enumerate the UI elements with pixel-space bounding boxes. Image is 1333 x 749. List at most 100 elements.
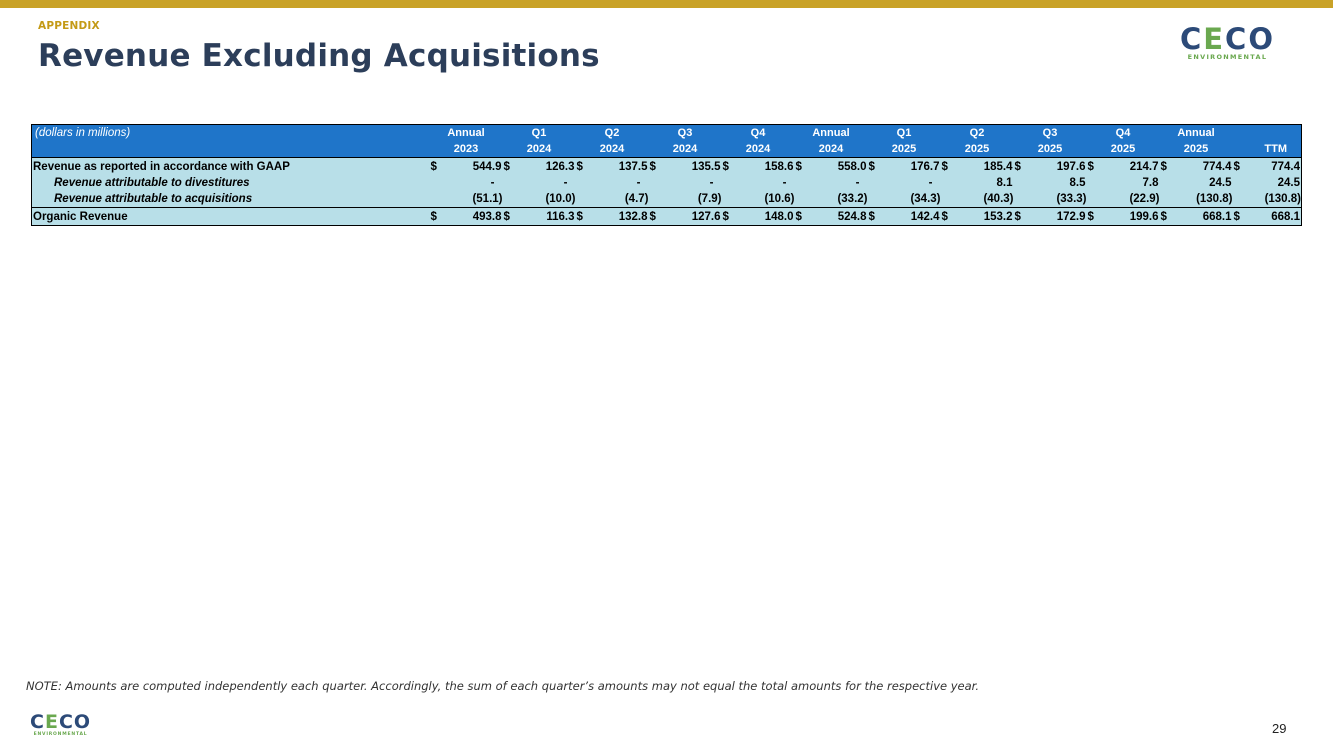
currency-symbol xyxy=(794,191,811,208)
currency-symbol: $ xyxy=(1232,207,1249,226)
cell-value: (34.3) xyxy=(883,191,941,208)
column-header-period: Annual xyxy=(429,124,503,141)
row-label: Revenue attributable to divestitures xyxy=(31,175,430,191)
currency-symbol xyxy=(867,175,884,191)
table-header-row: (dollars in millions) Annual Q1 Q2 Q3 Q4 Annua… xyxy=(31,124,1302,141)
column-header-period: Q1 xyxy=(867,124,941,141)
cell-value: - xyxy=(518,175,576,191)
currency-symbol xyxy=(940,175,957,191)
currency-symbol xyxy=(1232,175,1249,191)
cell-value: 126.3 xyxy=(518,157,576,175)
currency-symbol: $ xyxy=(429,157,446,175)
currency-symbol: $ xyxy=(721,157,738,175)
currency-symbol xyxy=(940,191,957,208)
currency-symbol: $ xyxy=(502,207,519,226)
cell-value: 774.4 xyxy=(1175,157,1233,175)
currency-symbol xyxy=(429,175,446,191)
currency-symbol xyxy=(794,175,811,191)
table-row: Organic Revenue $493.8 $116.3 $132.8 $127.6 $… xyxy=(31,207,1302,226)
cell-value: - xyxy=(664,175,722,191)
currency-symbol xyxy=(575,191,592,208)
cell-value: 132.8 xyxy=(591,207,649,226)
currency-symbol xyxy=(721,191,738,208)
column-header-period: Q2 xyxy=(940,124,1014,141)
currency-symbol: $ xyxy=(867,207,884,226)
cell-value: 24.5 xyxy=(1175,175,1233,191)
currency-symbol xyxy=(1013,175,1030,191)
currency-symbol: $ xyxy=(1232,157,1249,175)
revenue-table-container: (dollars in millions) Annual Q1 Q2 Q3 Q4 Annua… xyxy=(31,124,1302,226)
currency-symbol xyxy=(1232,191,1249,208)
currency-symbol: $ xyxy=(1086,157,1103,175)
cell-value: - xyxy=(810,175,868,191)
column-header-year: 2024 xyxy=(794,141,868,158)
cell-value: (10.6) xyxy=(737,191,795,208)
table-row: Revenue attributable to acquisitions (51.… xyxy=(31,191,1302,208)
cell-value: (4.7) xyxy=(591,191,649,208)
currency-symbol xyxy=(1086,175,1103,191)
cell-value: 172.9 xyxy=(1029,207,1087,226)
column-header-period: Q4 xyxy=(1086,124,1160,141)
top-accent-bar xyxy=(0,0,1333,8)
cell-value: 7.8 xyxy=(1102,175,1160,191)
cell-value: 774.4 xyxy=(1248,157,1302,175)
currency-symbol: $ xyxy=(575,207,592,226)
table-row: Revenue attributable to divestitures - - - -… xyxy=(31,175,1302,191)
revenue-table: (dollars in millions) Annual Q1 Q2 Q3 Q4 Annua… xyxy=(31,124,1302,226)
currency-symbol: $ xyxy=(940,207,957,226)
section-label: APPENDIX xyxy=(38,20,100,32)
cell-value: (7.9) xyxy=(664,191,722,208)
cell-value: 135.5 xyxy=(664,157,722,175)
header-spacer xyxy=(31,141,430,158)
column-header-year: 2024 xyxy=(575,141,649,158)
currency-symbol: $ xyxy=(502,157,519,175)
column-header-year: TTM xyxy=(1232,141,1302,158)
cell-value: - xyxy=(883,175,941,191)
currency-symbol: $ xyxy=(648,207,665,226)
column-header-year: 2025 xyxy=(1159,141,1233,158)
cell-value: 8.5 xyxy=(1029,175,1087,191)
page-title: Revenue Excluding Acquisitions xyxy=(38,38,600,74)
cell-value: (130.8) xyxy=(1248,191,1302,208)
company-logo: CECO ENVIRONMENTAL xyxy=(1180,24,1275,61)
cell-value: 137.5 xyxy=(591,157,649,175)
cell-value: 199.6 xyxy=(1102,207,1160,226)
currency-symbol xyxy=(1159,191,1176,208)
cell-value: (130.8) xyxy=(1175,191,1233,208)
currency-symbol xyxy=(1159,175,1176,191)
column-header-period: Annual xyxy=(1159,124,1233,141)
currency-symbol xyxy=(1013,191,1030,208)
currency-symbol: $ xyxy=(940,157,957,175)
currency-symbol xyxy=(575,175,592,191)
column-header-year: 2025 xyxy=(867,141,941,158)
cell-value: 544.9 xyxy=(445,157,503,175)
footnote: NOTE: Amounts are computed independently… xyxy=(26,679,979,693)
cell-value: 153.2 xyxy=(956,207,1014,226)
currency-symbol xyxy=(648,175,665,191)
cell-value: (33.2) xyxy=(810,191,868,208)
column-header-period: Q4 xyxy=(721,124,795,141)
cell-value: 176.7 xyxy=(883,157,941,175)
row-label: Organic Revenue xyxy=(31,207,430,226)
currency-symbol xyxy=(648,191,665,208)
column-header-year: 2025 xyxy=(1086,141,1160,158)
logo-text: CECO xyxy=(30,711,92,733)
footer-logo-subtitle: ENVIRONMENTAL xyxy=(33,732,88,737)
cell-value: 158.6 xyxy=(737,157,795,175)
column-header-period: Annual xyxy=(794,124,868,141)
column-header-year: 2025 xyxy=(1013,141,1087,158)
currency-symbol xyxy=(867,191,884,208)
currency-symbol: $ xyxy=(794,157,811,175)
logo-subtitle: ENVIRONMENTAL xyxy=(1187,53,1268,61)
cell-value: - xyxy=(591,175,649,191)
currency-symbol: $ xyxy=(1013,207,1030,226)
table-header-row: 2023 2024 2024 2024 2024 2024 2025 2025 2025 2025… xyxy=(31,141,1302,158)
cell-value: - xyxy=(445,175,503,191)
cell-value: 197.6 xyxy=(1029,157,1087,175)
cell-value: - xyxy=(737,175,795,191)
currency-symbol: $ xyxy=(1159,207,1176,226)
currency-symbol xyxy=(502,191,519,208)
cell-value: 8.1 xyxy=(956,175,1014,191)
currency-symbol xyxy=(1086,191,1103,208)
cell-value: 493.8 xyxy=(445,207,503,226)
